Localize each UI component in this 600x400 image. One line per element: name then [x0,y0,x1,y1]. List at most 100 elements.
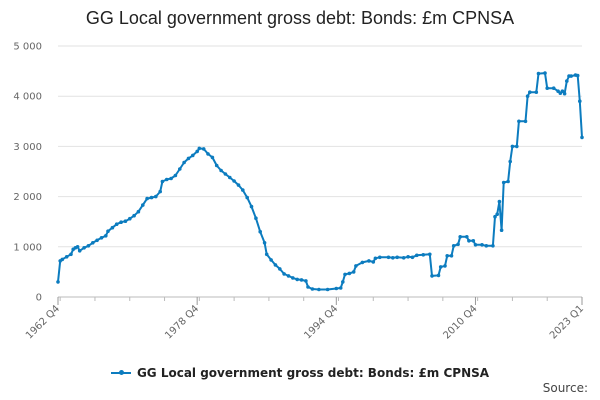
data-point [515,144,519,149]
data-point [264,252,269,257]
data-point [449,254,454,258]
data-point [371,260,376,264]
data-point [578,99,582,103]
data-point [169,176,173,181]
x-tick-label: 1978 Q4 [163,303,201,341]
legend-label: GG Local government gross debt: Bonds: £… [136,366,490,380]
y-tick-label: 4 000 [13,92,42,103]
data-point [219,168,223,173]
data-point [499,228,504,232]
data-point [228,175,232,180]
data-point [508,159,512,164]
data-point [158,189,162,194]
data-point [106,229,110,233]
data-point [443,264,447,268]
data-point [249,204,254,209]
data-point [347,271,352,276]
data-point [299,278,304,282]
data-point [471,239,476,243]
y-tick-label: 1 000 [13,242,42,253]
data-point [282,272,286,276]
data-point [491,244,495,248]
data-point [269,258,273,262]
data-point [164,177,169,182]
data-point [401,255,406,260]
data-point [445,254,450,258]
data-point [197,146,202,151]
data-point [210,155,215,160]
data-point [128,216,132,221]
data-point [438,265,443,269]
grid-layer [58,45,582,248]
data-point [206,152,210,156]
data-point [110,225,115,230]
y-tick-label: 0 [36,293,42,304]
data-point [421,253,426,257]
legend[interactable]: GG Local government gross debt: Bonds: £… [0,366,600,380]
data-point [69,252,73,257]
data-point [575,73,580,78]
data-point [406,254,410,259]
x-tick-label: 1994 Q4 [302,303,340,341]
x-tick-label: 2010 Q4 [441,303,479,341]
data-point [160,179,165,184]
data-point [186,156,191,161]
data-point [56,280,60,284]
data-point [580,135,584,140]
data-point [295,277,300,282]
data-point [119,220,123,224]
axis-layer: 0 1 000 2 000 3 000 4 000 5 000 1962 Q4 1978 Q4… [13,42,586,342]
data-point [95,238,99,243]
data-point [114,222,119,226]
data-point [391,255,395,260]
data-point [436,273,441,278]
data-point [493,214,497,219]
data-point [497,199,502,204]
data-point [495,212,500,216]
data-point [214,163,219,168]
data-point [82,246,86,250]
series-layer [56,71,584,292]
data-point [254,216,258,220]
data-point [373,256,378,261]
data-point [565,79,569,83]
data-point [258,229,263,234]
x-tick-label: 1962 Q4 [24,303,62,341]
data-point [173,173,178,178]
data-point [60,257,65,262]
data-point [191,153,195,158]
data-point [480,243,484,247]
data-point [86,244,91,248]
data-point [223,172,228,176]
data-point [473,243,478,247]
data-point [430,274,434,278]
chart-title: GG Local government gross debt: Bonds: £… [85,8,515,28]
data-point [458,235,463,239]
legend-swatch-icon [110,370,131,375]
data-point [304,279,308,283]
data-point [534,90,539,94]
data-point [367,259,371,263]
data-point [123,219,128,223]
data-point [428,252,432,257]
y-tick-label: 3 000 [13,142,42,153]
data-point [536,71,541,76]
data-point [484,244,489,248]
data-point [456,242,460,247]
data-point [451,244,456,248]
data-point [354,264,358,268]
data-point [560,89,565,93]
data-point [317,287,321,292]
data-point [415,253,419,258]
data-point [136,209,141,214]
data-point [343,272,347,277]
data-point [562,91,567,96]
data-point [510,144,515,149]
data-point [523,119,528,124]
data-point [506,179,510,184]
data-point [378,255,382,260]
data-point [104,234,108,238]
data-point [306,285,310,289]
